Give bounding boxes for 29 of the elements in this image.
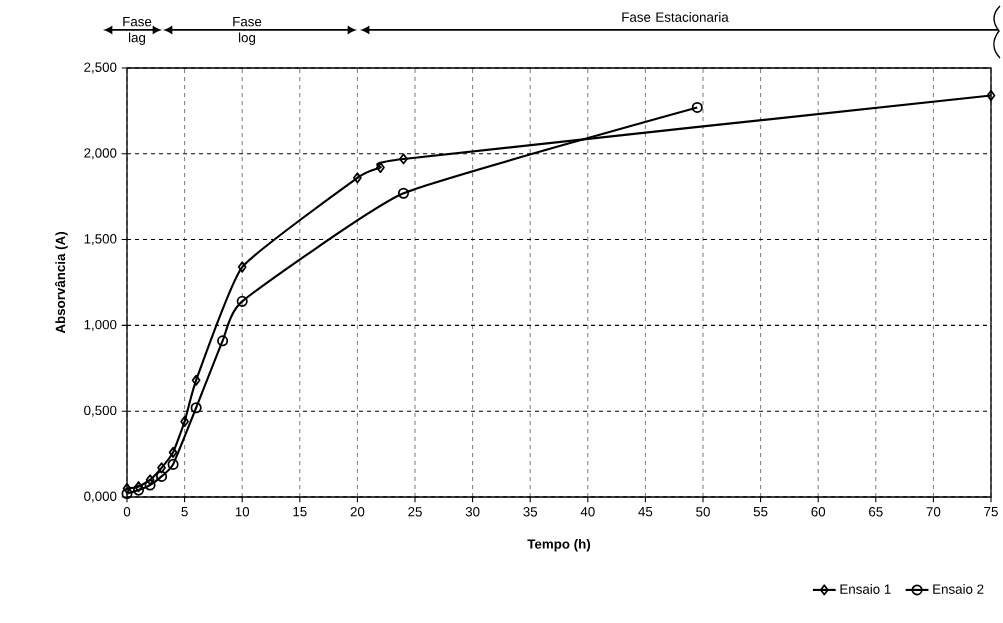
x-tick-label: 35 bbox=[523, 507, 538, 517]
x-tick-label: 0 bbox=[123, 507, 131, 517]
x-tick-label: 50 bbox=[696, 507, 710, 517]
x-tick-label: 40 bbox=[580, 507, 595, 517]
y-axis-title: Absorvância (A) bbox=[55, 232, 68, 334]
y-tick-label: 1,500 bbox=[84, 234, 117, 246]
x-tick-label: 30 bbox=[465, 507, 480, 517]
legend-label: Ensaio 2 bbox=[933, 584, 984, 594]
y-tick-label: 0,000 bbox=[84, 491, 117, 503]
x-tick-label: 65 bbox=[869, 507, 883, 517]
x-tick-label: 70 bbox=[926, 507, 941, 517]
x-tick-label: 45 bbox=[638, 507, 653, 517]
x-tick-label: 20 bbox=[350, 507, 365, 517]
x-tick-label: 75 bbox=[984, 507, 998, 517]
text: Fase lag bbox=[123, 17, 152, 45]
y-tick-label: 2,000 bbox=[84, 148, 117, 160]
y-tick-label: 2,500 bbox=[84, 62, 117, 74]
y-tick-label: 0,500 bbox=[84, 405, 117, 417]
text: Fase Estacionaria bbox=[622, 12, 729, 22]
x-tick-label: 5 bbox=[181, 507, 188, 517]
x-tick-label: 25 bbox=[408, 507, 422, 517]
y-tick-label: 1,000 bbox=[84, 319, 117, 331]
x-axis-title: Tempo (h) bbox=[527, 538, 591, 552]
text: Fase log bbox=[233, 17, 262, 45]
x-tick-label: 15 bbox=[293, 507, 307, 517]
legend-label: Ensaio 1 bbox=[840, 584, 891, 594]
x-tick-label: 10 bbox=[235, 507, 250, 517]
x-tick-label: 60 bbox=[811, 507, 826, 517]
x-tick-label: 55 bbox=[753, 507, 768, 517]
